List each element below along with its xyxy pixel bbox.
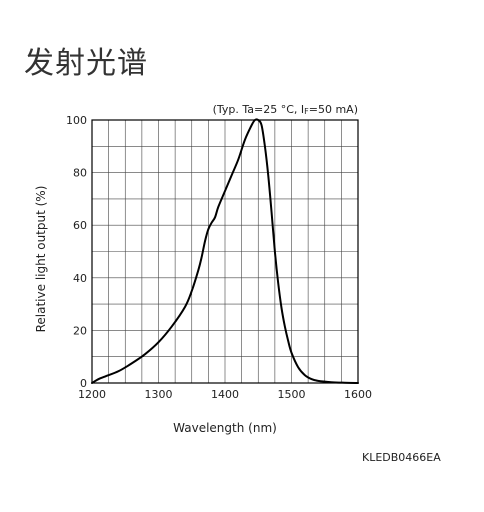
y-tick-label: 80: [73, 167, 87, 180]
conditions-label: (Typ. Ta=25 °C, IF=50 mA): [213, 103, 358, 116]
x-tick-label: 1400: [211, 388, 239, 401]
y-axis-label: Relative light output (%): [34, 186, 48, 333]
y-tick-label: 0: [80, 377, 87, 390]
plot-frame: [91, 119, 359, 384]
x-axis-label: Wavelength (nm): [173, 421, 277, 435]
x-tick-label: 1500: [278, 388, 306, 401]
tick-labels: 1200 1300 1400 1500 1600 0 20 40 60 80 100: [66, 114, 372, 401]
x-tick-label: 1300: [145, 388, 173, 401]
conditions-subscript: F: [304, 107, 309, 116]
curve-layer: [91, 118, 359, 384]
y-tick-label: 40: [73, 272, 87, 285]
document-code: KLEDB0466EA: [362, 451, 441, 464]
x-tick-label: 1600: [344, 388, 372, 401]
page-title: 发射光谱: [24, 46, 148, 81]
spectrum-curve: [91, 118, 359, 384]
x-tick-label: 1200: [78, 388, 106, 401]
y-tick-label: 20: [73, 324, 87, 337]
conditions-prefix: (Typ. Ta=25 °C, I: [213, 103, 305, 116]
y-tick-label: 100: [66, 114, 87, 127]
conditions-suffix: =50 mA): [309, 103, 358, 116]
y-tick-label: 60: [73, 219, 87, 232]
grid: [92, 120, 358, 383]
